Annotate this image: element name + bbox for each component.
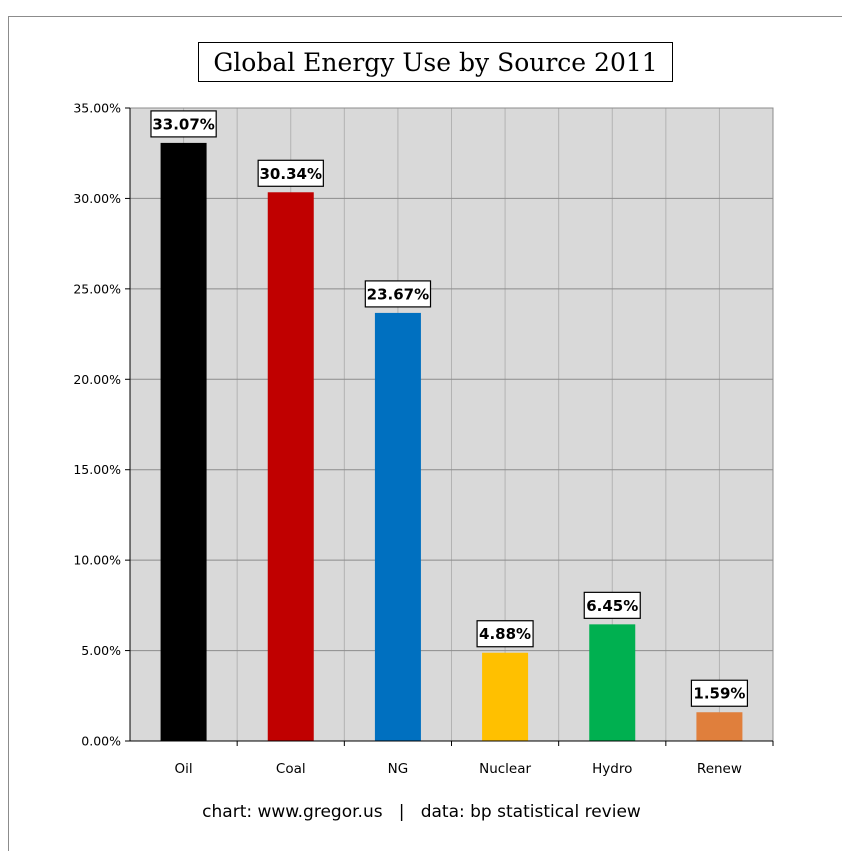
- x-tick-label: Coal: [276, 761, 306, 777]
- bar-nuclear: [482, 652, 529, 741]
- y-tick-label: 5.00%: [81, 643, 121, 658]
- data-label-box: [690, 679, 749, 707]
- bar-ng: [374, 312, 421, 741]
- data-label: 33.07%: [152, 115, 214, 133]
- data-label-box: [476, 620, 534, 648]
- x-axis: Oil Coal NG Nuclear Hydro Renew: [130, 740, 774, 777]
- x-tick-label: Nuclear: [479, 761, 531, 777]
- y-tick-label: 30.00%: [73, 191, 121, 206]
- data-label-box: [257, 159, 324, 187]
- y-tick-label: 0.00%: [81, 734, 121, 749]
- y-tick-label: 35.00%: [73, 101, 121, 116]
- y-tick-label: 15.00%: [73, 462, 121, 477]
- data-label-box: [364, 280, 432, 308]
- data-label: 30.34%: [260, 165, 322, 183]
- x-tick-label: Renew: [697, 761, 742, 777]
- data-label: 23.67%: [367, 285, 429, 303]
- chart-footer: chart: www.gregor.us | data: bp statisti…: [202, 802, 641, 822]
- y-axis: 0.00% 5.00% 10.00% 15.00% 20.00% 25.00% 30.00%…: [73, 101, 131, 749]
- bar-coal: [267, 192, 314, 742]
- x-tick-label: Hydro: [592, 761, 632, 777]
- data-label: 1.59%: [693, 685, 745, 703]
- bar-hydro: [589, 624, 636, 741]
- chart-title: Global Energy Use by Source 2011: [198, 42, 673, 82]
- data-label-box: [150, 110, 217, 138]
- data-label: 6.45%: [586, 597, 638, 615]
- y-tick-label: 10.00%: [73, 553, 121, 568]
- data-label: 4.88%: [479, 625, 531, 643]
- y-tick-label: 25.00%: [73, 281, 121, 296]
- x-tick-label: Oil: [175, 761, 193, 777]
- data-label-box: [583, 591, 641, 619]
- y-tick-label: 20.00%: [73, 372, 121, 387]
- bar-renew: [696, 712, 743, 741]
- x-tick-label: NG: [388, 761, 409, 777]
- bar-oil: [160, 142, 207, 742]
- bars: 33.07% 30.34% 23.67% 4.88% 6.45% 1.59%: [150, 110, 749, 742]
